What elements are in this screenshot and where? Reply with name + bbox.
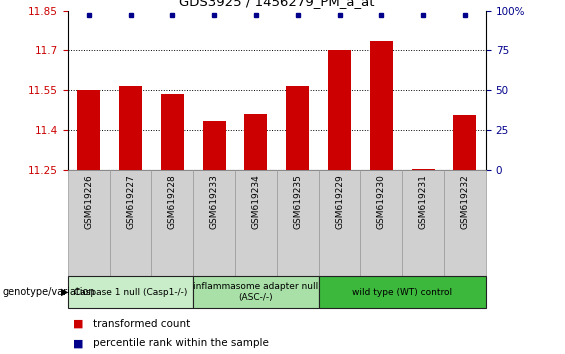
Text: GSM619227: GSM619227 bbox=[126, 174, 135, 229]
Text: percentile rank within the sample: percentile rank within the sample bbox=[93, 338, 269, 348]
Bar bbox=[444, 170, 486, 276]
Bar bbox=[454, 115, 476, 170]
Bar bbox=[119, 86, 142, 170]
Text: GSM619231: GSM619231 bbox=[419, 174, 428, 229]
Bar bbox=[110, 170, 151, 276]
Text: GSM619232: GSM619232 bbox=[460, 174, 470, 229]
Bar bbox=[328, 51, 351, 170]
Text: genotype/variation: genotype/variation bbox=[3, 287, 95, 297]
Text: GSM619235: GSM619235 bbox=[293, 174, 302, 229]
Bar bbox=[286, 86, 309, 170]
Text: GSM619229: GSM619229 bbox=[335, 174, 344, 229]
Bar bbox=[360, 170, 402, 276]
Bar bbox=[319, 170, 360, 276]
Bar bbox=[68, 170, 110, 276]
Text: GSM619230: GSM619230 bbox=[377, 174, 386, 229]
Bar bbox=[151, 170, 193, 276]
Text: GSM619234: GSM619234 bbox=[251, 174, 260, 229]
Bar bbox=[277, 170, 319, 276]
Bar bbox=[245, 114, 267, 170]
Text: Caspase 1 null (Casp1-/-): Caspase 1 null (Casp1-/-) bbox=[74, 287, 187, 297]
Bar bbox=[77, 90, 100, 170]
Text: transformed count: transformed count bbox=[93, 319, 190, 329]
Bar bbox=[319, 276, 486, 308]
Bar bbox=[161, 94, 184, 170]
Text: GSM619228: GSM619228 bbox=[168, 174, 177, 229]
Bar bbox=[412, 169, 434, 170]
Text: ■: ■ bbox=[73, 319, 84, 329]
Bar bbox=[235, 170, 277, 276]
Text: ■: ■ bbox=[73, 338, 84, 348]
Bar bbox=[203, 121, 225, 170]
Text: ▶: ▶ bbox=[61, 287, 68, 297]
Bar bbox=[68, 276, 193, 308]
Text: inflammasome adapter null
(ASC-/-): inflammasome adapter null (ASC-/-) bbox=[193, 282, 319, 302]
Title: GDS3925 / 1456279_PM_a_at: GDS3925 / 1456279_PM_a_at bbox=[179, 0, 375, 8]
Text: wild type (WT) control: wild type (WT) control bbox=[352, 287, 453, 297]
Bar bbox=[370, 41, 393, 170]
Bar bbox=[402, 170, 444, 276]
Bar bbox=[193, 276, 319, 308]
Bar bbox=[193, 170, 235, 276]
Text: GSM619233: GSM619233 bbox=[210, 174, 219, 229]
Text: GSM619226: GSM619226 bbox=[84, 174, 93, 229]
